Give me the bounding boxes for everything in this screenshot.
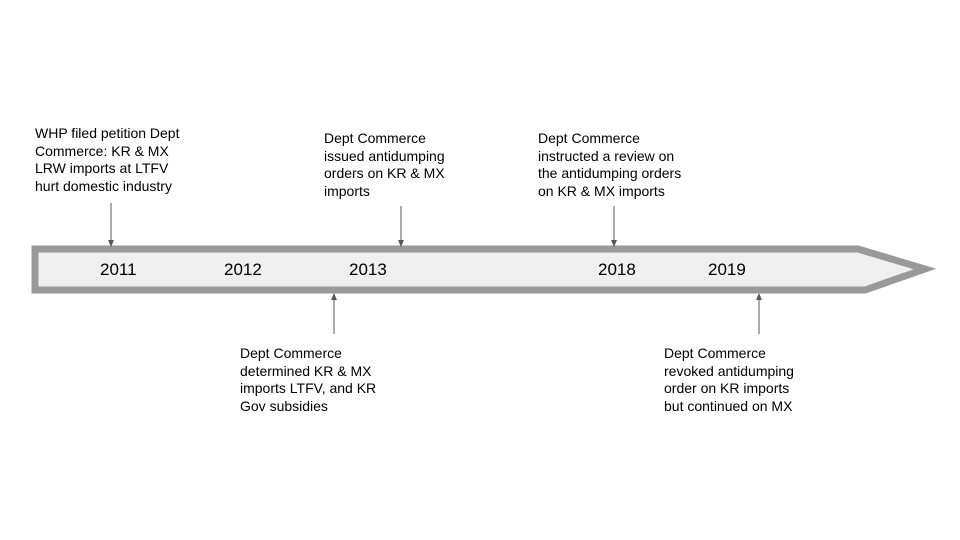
event-2013-line-4: imports	[324, 182, 370, 199]
timeline-arrow	[31, 245, 937, 294]
event-2018-line-2: instructed a review on	[538, 147, 675, 164]
connector-2013-arrowhead	[398, 240, 404, 247]
event-2013-line-1: Dept Commerce	[324, 130, 426, 146]
event-2018-line-1: Dept Commerce	[538, 130, 640, 146]
connector-2011-arrowhead	[108, 240, 114, 247]
event-2011-line-4: hurt domestic industry	[35, 177, 172, 194]
year-label-2011: 2011	[100, 260, 137, 279]
year-label-2013: 2013	[349, 260, 387, 279]
connector-2019-arrowhead	[756, 293, 762, 300]
event-2019-line-4: but continued on MX	[664, 397, 793, 414]
connector-2013	[398, 206, 404, 247]
event-2012-determination: Dept Commerce determined KR & MX imports…	[240, 345, 376, 415]
connector-2012	[331, 293, 337, 334]
connector-2012-arrowhead	[331, 293, 337, 300]
event-2019-line-2: revoked antidumping	[664, 362, 794, 379]
event-2011-line-1: WHP filed petition Dept	[35, 125, 180, 141]
connector-2018	[611, 206, 617, 247]
event-2019-revocation: Dept Commerce revoked antidumping order …	[664, 345, 794, 415]
event-2019-line-1: Dept Commerce	[664, 345, 766, 361]
event-2018-line-4: on KR & MX imports	[538, 182, 665, 199]
event-2011-line-3: LRW imports at LTFV	[35, 160, 169, 176]
event-2013-line-2: issued antidumping	[324, 147, 445, 164]
event-2011-petition: WHP filed petition Dept Commerce: KR & M…	[35, 125, 179, 195]
event-2018-line-3: the antidumping orders	[538, 165, 682, 181]
connector-2011	[108, 203, 114, 247]
event-2013-line-3: orders on KR & MX	[324, 165, 445, 181]
event-2012-line-1: Dept Commerce	[240, 345, 342, 361]
event-2012-line-2: determined KR & MX	[240, 362, 372, 379]
year-label-2019: 2019	[708, 260, 746, 279]
connector-2018-arrowhead	[611, 240, 617, 247]
event-2018-review: Dept Commerce instructed a review on the…	[538, 130, 681, 200]
event-2013-orders: Dept Commerce issued antidumping orders …	[324, 130, 445, 200]
year-label-2018: 2018	[598, 260, 636, 279]
event-2012-line-4: Gov subsidies	[240, 397, 328, 414]
year-label-2012: 2012	[224, 260, 262, 279]
event-2019-line-3: order on KR imports	[664, 380, 790, 396]
event-2012-line-3: imports LTFV, and KR	[240, 380, 377, 396]
connector-2019	[756, 293, 762, 334]
event-2011-line-2: Commerce: KR & MX	[35, 142, 169, 159]
